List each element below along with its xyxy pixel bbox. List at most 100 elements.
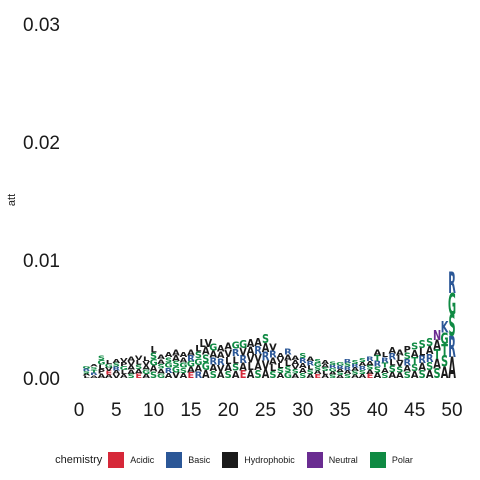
- logo-letter: A: [98, 372, 106, 379]
- logo-letter: L: [277, 362, 284, 370]
- logo-letter: A: [157, 353, 165, 361]
- logo-letter: R: [239, 355, 247, 366]
- logo-letter: A: [448, 353, 456, 386]
- logo-letter: L: [143, 355, 149, 362]
- logo-letter: G: [82, 365, 90, 369]
- logo-letter: R: [165, 367, 173, 375]
- logo-letter: V: [127, 359, 136, 366]
- logo-letter: A: [366, 359, 375, 366]
- logo-letter: N: [433, 328, 441, 344]
- logo-letter: A: [351, 367, 359, 373]
- legend-swatch-hydrophobic: [222, 452, 239, 468]
- logo-letter: S: [419, 370, 426, 381]
- x-tick-label: 50: [441, 400, 462, 421]
- logo-letter: L: [150, 345, 156, 355]
- logo-letter: A: [396, 372, 404, 381]
- legend-label-basic: Basic: [188, 455, 211, 465]
- logo-letter: R: [389, 353, 397, 362]
- logo-letter: A: [433, 337, 441, 353]
- logo-letter: V: [217, 364, 225, 375]
- logo-letter: A: [359, 361, 368, 367]
- logo-letter: S: [202, 353, 209, 365]
- logo-letter: A: [180, 351, 188, 359]
- y-tick-label: 0.00: [23, 369, 60, 390]
- logo-letter: L: [106, 359, 112, 365]
- legend-item-polar: Polar: [369, 452, 413, 468]
- logo-letter: E: [314, 373, 321, 379]
- logo-letter: S: [448, 310, 455, 343]
- logo-letter: A: [299, 362, 307, 370]
- logo-letter: S: [329, 361, 336, 366]
- logo-letter: A: [127, 355, 136, 362]
- logo-letter: A: [269, 357, 277, 368]
- logo-letter: S: [299, 372, 306, 380]
- logo-letter: S: [404, 351, 411, 361]
- logo-letter: R: [351, 363, 359, 369]
- logo-letter: A: [247, 337, 255, 349]
- logo-letter: S: [411, 342, 418, 353]
- logo-letter: A: [202, 345, 210, 357]
- logo-letter: L: [382, 351, 389, 359]
- logo-letter: S: [180, 367, 187, 375]
- logo-letter: S: [292, 368, 299, 375]
- logo-letter: T: [382, 362, 389, 370]
- logo-letter: S: [366, 364, 373, 371]
- y-axis-ticks: 0.00 0.01 0.02 0.03: [23, 15, 60, 390]
- logo-letter: A: [306, 372, 315, 379]
- logo-letter: A: [157, 358, 165, 366]
- logo-letter: L: [195, 344, 201, 355]
- logo-letter: S: [314, 366, 322, 372]
- logo-letter: S: [344, 373, 352, 379]
- legend: chemistry Acidic Basic Hydrophobic Neutr…: [0, 448, 480, 472]
- logo-letter: A: [217, 370, 225, 381]
- logo-letter: L: [83, 375, 90, 379]
- logo-letter: G: [187, 361, 195, 370]
- logo-letter: G: [232, 341, 240, 352]
- logo-letter: A: [120, 373, 129, 379]
- logo-letter: A: [127, 368, 136, 375]
- logo-letter: A: [321, 374, 329, 380]
- logo-letter: L: [98, 363, 104, 370]
- logo-letter: R: [209, 357, 217, 368]
- logo-letter: A: [277, 372, 285, 380]
- logo-letter: S: [90, 366, 97, 371]
- logo-letter: A: [142, 364, 151, 371]
- logo-letter: A: [381, 367, 389, 375]
- logo-letter: E: [135, 372, 142, 379]
- logo-letter: S: [98, 354, 105, 361]
- logo-letter: S: [419, 340, 426, 351]
- logo-letter: A: [359, 373, 368, 379]
- logo-letter: A: [262, 341, 270, 355]
- y-tick-label: 0.03: [23, 15, 60, 36]
- logo-letter: A: [389, 372, 398, 381]
- logo-letter: A: [217, 344, 225, 355]
- logo-letter: V: [135, 354, 143, 361]
- x-tick-label: 45: [404, 400, 425, 421]
- logo-letter: S: [389, 365, 396, 374]
- legend-item-neutral: Neutral: [306, 452, 358, 468]
- logo-letter: R: [381, 357, 389, 365]
- logo-letter: S: [314, 358, 322, 364]
- logo-letter: R: [187, 355, 195, 364]
- legend-title: chemistry: [55, 454, 103, 466]
- logo-letter: A: [247, 369, 255, 381]
- logo-letter: A: [284, 354, 292, 363]
- logo-letter: A: [292, 372, 300, 379]
- logo-letter: A: [277, 352, 285, 360]
- logo-letter: G: [239, 340, 247, 351]
- logo-letter: R: [284, 348, 292, 357]
- logo-letter: A: [232, 370, 240, 381]
- logo-letter: S: [404, 370, 411, 380]
- logo-letter: A: [351, 374, 359, 380]
- logo-letter: R: [299, 357, 307, 365]
- logo-letter: E: [105, 370, 112, 376]
- logo-letter: L: [397, 355, 404, 364]
- logo-letter: V: [292, 363, 300, 370]
- logo-letter: L: [285, 360, 292, 369]
- logo-letter: A: [321, 359, 329, 365]
- legend-label-acidic: Acidic: [130, 455, 155, 465]
- logo-letter: A: [262, 367, 270, 381]
- logo-letter: A: [254, 336, 262, 349]
- logo-letter: S: [359, 369, 366, 375]
- logo-letter: V: [172, 372, 180, 381]
